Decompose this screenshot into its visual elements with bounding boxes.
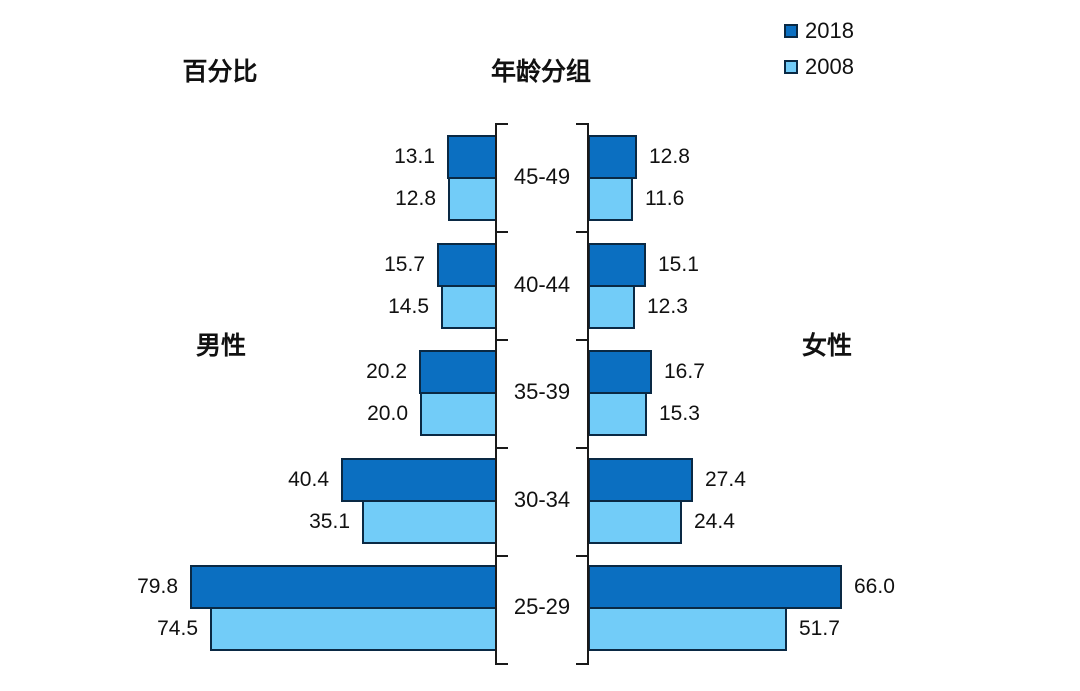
bar-male-2008-35-39: [420, 392, 497, 436]
bar-female-2008-35-39: [588, 392, 647, 436]
axis-tick-left-1: [495, 231, 508, 233]
value-label-male-2018-30-34: 40.4: [288, 468, 329, 491]
bar-male-2008-30-34: [362, 500, 497, 544]
value-label-male-2008-25-29: 74.5: [157, 617, 198, 640]
axis-title-percentage: 百分比: [182, 58, 258, 86]
value-label-male-2008-40-44: 14.5: [388, 295, 429, 318]
axis-line-right: [587, 123, 589, 663]
bar-male-2018-25-29: [190, 565, 497, 609]
value-label-female-2008-40-44: 12.3: [647, 295, 688, 318]
bar-male-2008-45-49: [448, 177, 497, 221]
age-group-label-25-29: 25-29: [513, 594, 571, 619]
bar-female-2008-25-29: [588, 607, 787, 651]
value-label-female-2008-45-49: 11.6: [645, 187, 685, 210]
axis-tick-right-0: [576, 123, 589, 125]
axis-tick-left-0: [495, 123, 508, 125]
side-label-female: 女性: [801, 332, 853, 360]
axis-tick-left-3: [495, 447, 508, 449]
value-label-male-2018-25-29: 79.8: [137, 575, 178, 598]
legend-item-2018: 2018: [784, 18, 854, 44]
bar-male-2018-45-49: [447, 135, 497, 179]
value-label-male-2008-35-39: 20.0: [367, 402, 408, 425]
value-label-female-2018-35-39: 16.7: [664, 360, 705, 383]
bar-female-2008-40-44: [588, 285, 635, 329]
legend-item-2008: 2008: [784, 54, 854, 80]
bar-female-2008-45-49: [588, 177, 633, 221]
value-label-male-2008-45-49: 12.8: [395, 187, 436, 210]
age-group-label-30-34: 30-34: [513, 487, 571, 512]
bar-female-2018-40-44: [588, 243, 646, 287]
bar-female-2008-30-34: [588, 500, 682, 544]
value-label-female-2008-30-34: 24.4: [694, 510, 735, 533]
axis-tick-left-5: [495, 663, 508, 665]
value-label-male-2018-35-39: 20.2: [366, 360, 407, 383]
axis-tick-left-2: [495, 339, 508, 341]
axis-tick-right-5: [576, 663, 589, 665]
bar-male-2008-25-29: [210, 607, 497, 651]
legend-label-2008: 2008: [805, 54, 854, 79]
bar-female-2018-45-49: [588, 135, 637, 179]
bar-female-2018-30-34: [588, 458, 693, 502]
bar-male-2018-35-39: [419, 350, 497, 394]
bar-male-2018-40-44: [437, 243, 497, 287]
axis-tick-right-1: [576, 231, 589, 233]
value-label-female-2018-25-29: 66.0: [854, 575, 895, 598]
axis-title-age-group: 年龄分组: [490, 58, 592, 86]
legend-label-2018: 2018: [805, 18, 854, 43]
legend-swatch-2008-icon: [784, 60, 798, 74]
age-group-label-45-49: 45-49: [513, 164, 571, 189]
value-label-male-2008-30-34: 35.1: [309, 510, 350, 533]
bar-male-2008-40-44: [441, 285, 497, 329]
chart-legend: 2018 2008: [784, 18, 854, 90]
axis-line-left: [495, 123, 497, 663]
value-label-male-2018-40-44: 15.7: [384, 253, 425, 276]
axis-tick-right-2: [576, 339, 589, 341]
axis-tick-right-3: [576, 447, 589, 449]
side-label-male: 男性: [195, 332, 247, 360]
value-label-female-2018-45-49: 12.8: [649, 145, 690, 168]
bar-female-2018-25-29: [588, 565, 842, 609]
axis-tick-right-4: [576, 555, 589, 557]
value-label-female-2008-25-29: 51.7: [799, 617, 840, 640]
value-label-female-2018-30-34: 27.4: [705, 468, 746, 491]
bar-female-2018-35-39: [588, 350, 652, 394]
value-label-female-2018-40-44: 15.1: [658, 253, 699, 276]
value-label-male-2018-45-49: 13.1: [394, 145, 435, 168]
axis-tick-left-4: [495, 555, 508, 557]
legend-swatch-2018-icon: [784, 24, 798, 38]
bar-male-2018-30-34: [341, 458, 497, 502]
age-group-label-35-39: 35-39: [513, 379, 571, 404]
age-group-label-40-44: 40-44: [513, 272, 571, 297]
value-label-female-2008-35-39: 15.3: [659, 402, 700, 425]
